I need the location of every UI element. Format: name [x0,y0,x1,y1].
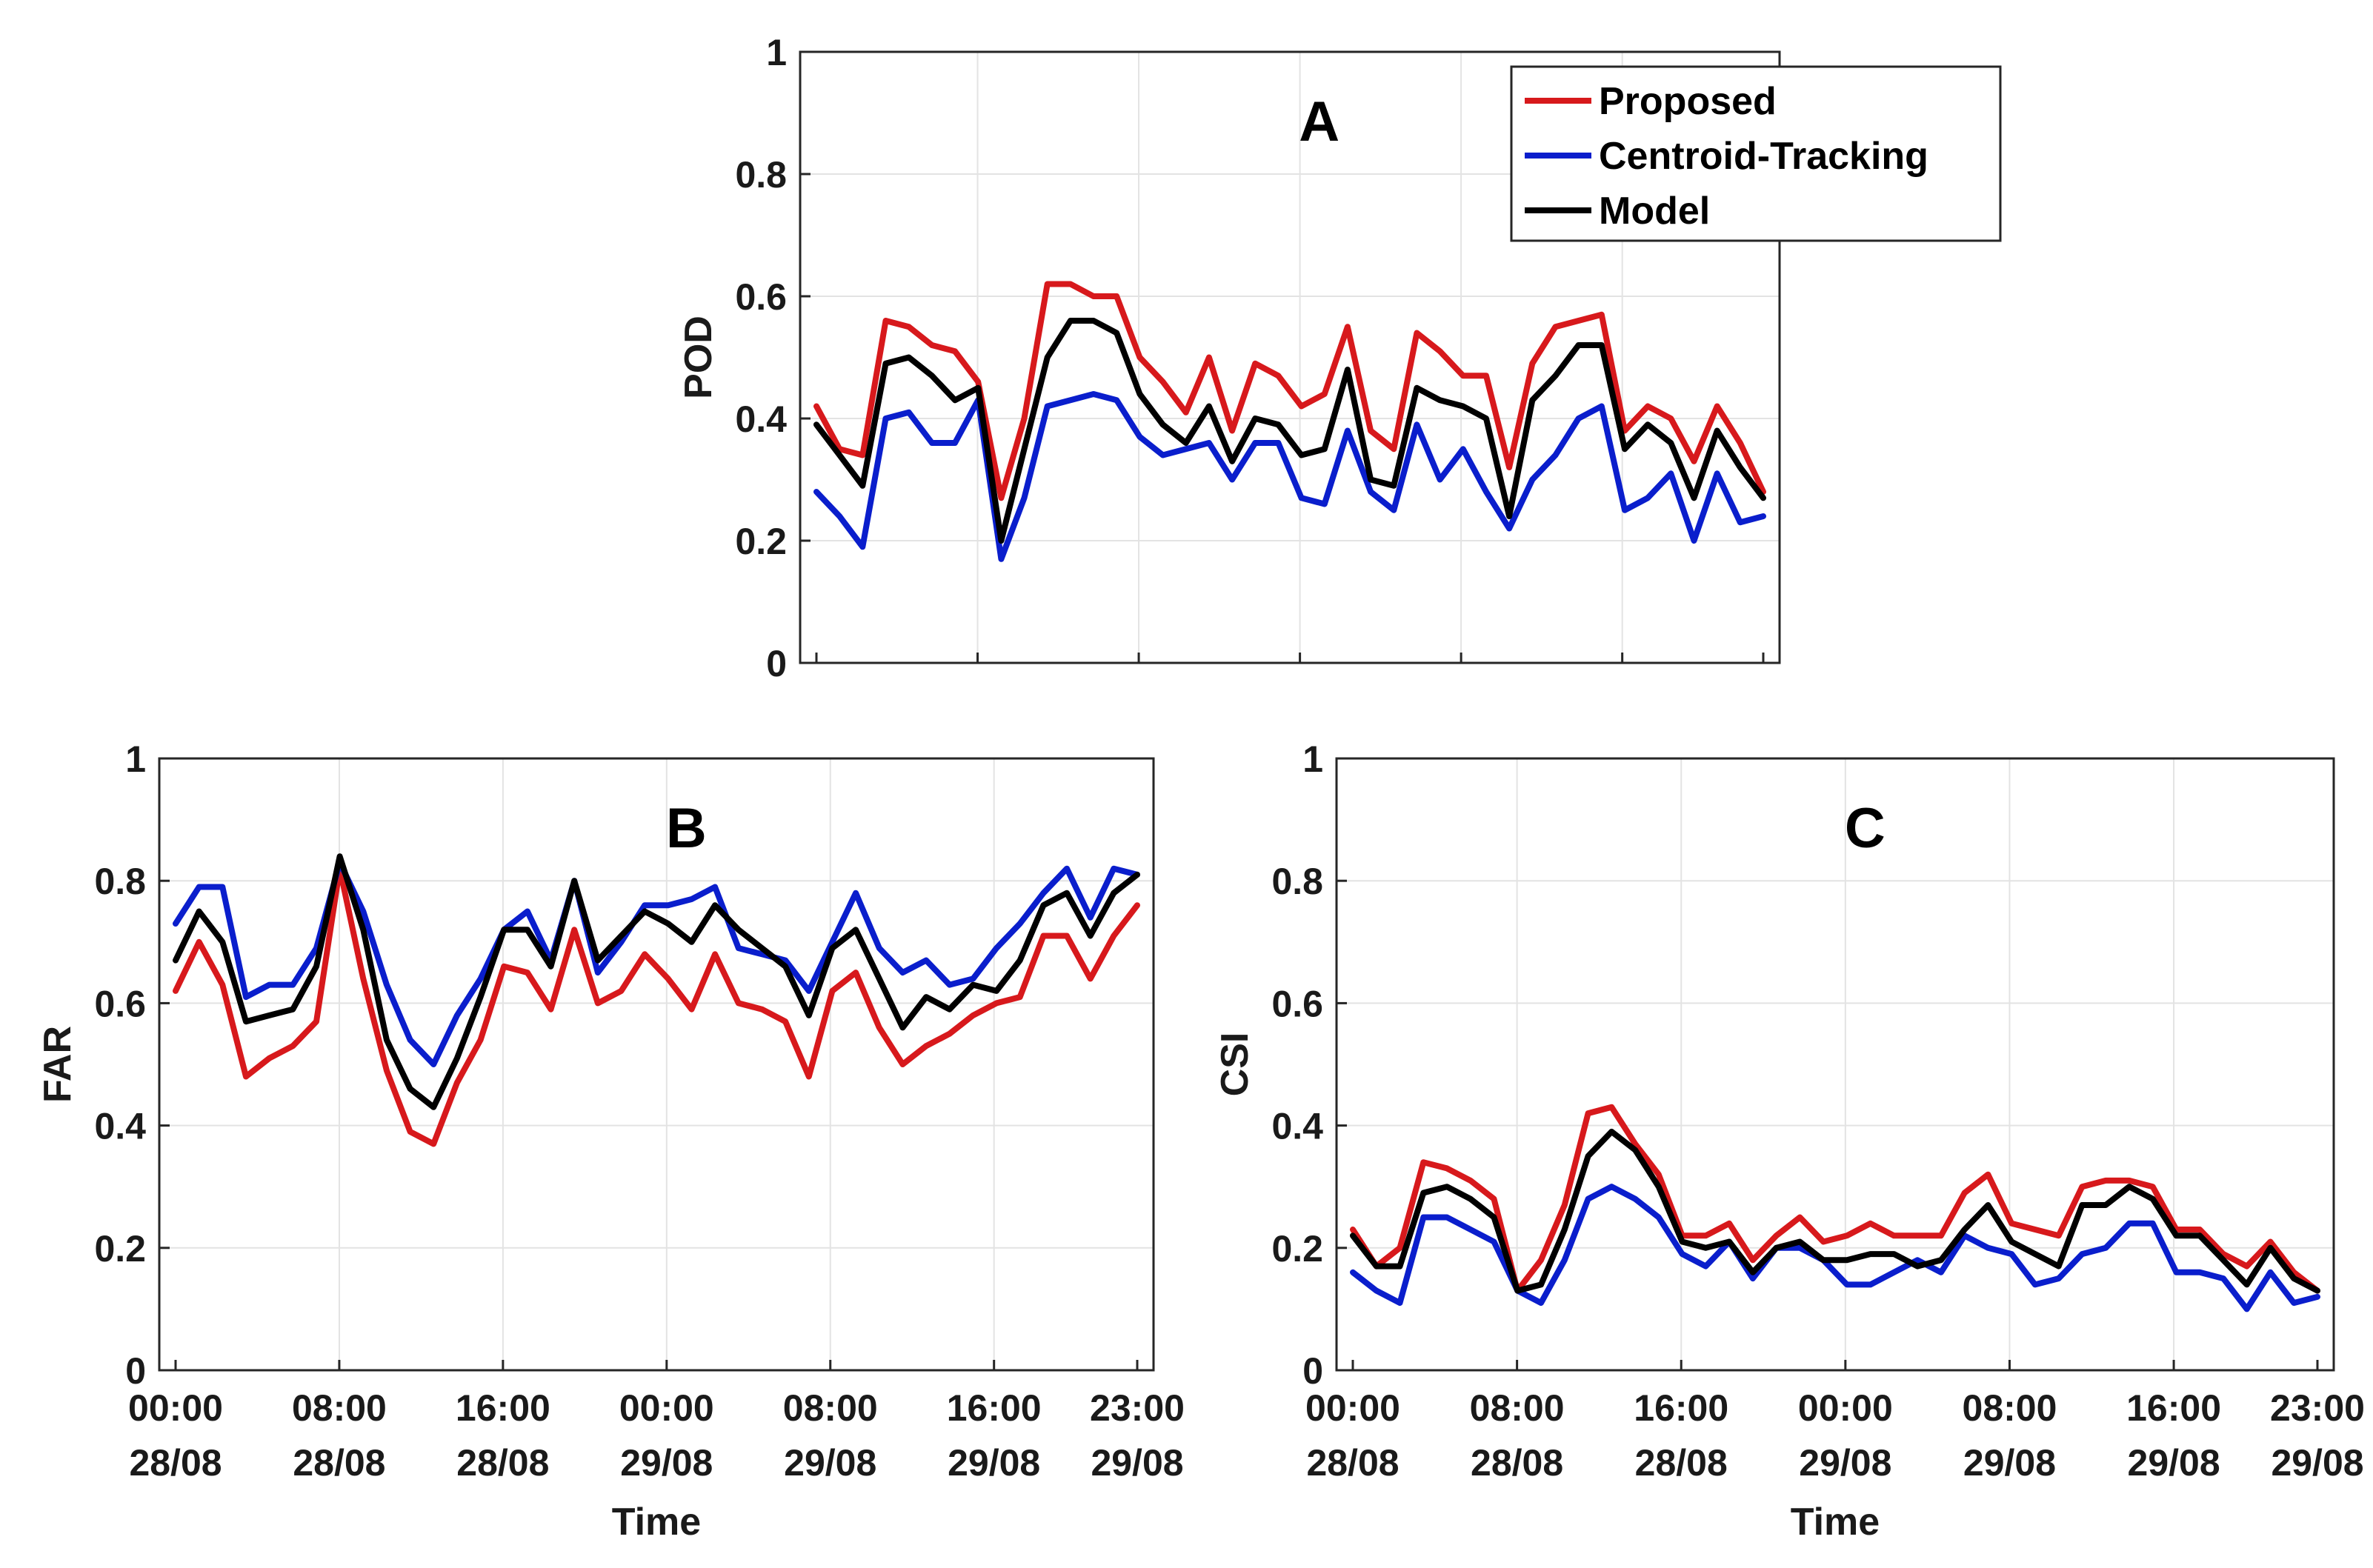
x-tick-label: 29/08 [1963,1442,2056,1484]
legend-label: Model [1599,190,1710,233]
x-tick-label: 28/08 [1306,1442,1399,1484]
plot-area-c [1337,758,2334,1370]
y-tick-label: 0.2 [735,521,787,562]
panel-title-a: A [1299,90,1339,153]
series-line-model [1350,1128,2320,1294]
x-tick-label: 00:00 [128,1387,223,1429]
y-tick-label: 1 [766,32,787,73]
y-axis-label: CSI [1214,1032,1257,1097]
x-axis-label: Time [1791,1501,1880,1544]
x-tick-label: 23:00 [2270,1387,2365,1429]
x-tick-label: 00:00 [1798,1387,1893,1429]
series-line-proposed [813,281,1766,501]
x-tick-label: 28/08 [1471,1442,1563,1484]
y-tick-label: 0.6 [94,983,146,1024]
y-tick-label: 0.8 [1271,861,1323,902]
y-tick-label: 0.6 [1271,983,1323,1024]
x-tick-label: 08:00 [1470,1387,1565,1429]
x-tick-label: 29/08 [2128,1442,2220,1484]
x-tick-label: 16:00 [2126,1387,2221,1429]
y-tick-label: 0.8 [94,861,146,902]
legend-box [1510,65,2002,242]
x-tick-label: 28/08 [129,1442,222,1484]
legend-label: Proposed [1599,80,1777,123]
axes-box-c [1335,757,2335,1372]
x-tick-label: 08:00 [292,1387,387,1429]
y-axis-label: POD [677,316,720,399]
y-tick-label: 0 [1302,1350,1323,1392]
plot-area-b [159,758,1154,1370]
x-tick-label: 00:00 [619,1387,714,1429]
y-tick-label: 0.4 [735,398,787,440]
y-tick-label: 0 [125,1350,146,1392]
x-tick-label: 00:00 [1305,1387,1400,1429]
series-line-model [173,853,1140,1110]
x-tick-label: 08:00 [783,1387,878,1429]
y-tick-label: 1 [1302,738,1323,780]
y-tick-label: 0.6 [735,276,787,318]
x-tick-label: 16:00 [1634,1387,1728,1429]
x-tick-label: 29/08 [2271,1442,2363,1484]
axes-box-a [799,50,1781,664]
series-line-model [813,318,1766,544]
y-tick-label: 0.4 [94,1106,146,1147]
x-tick-label: 16:00 [456,1387,550,1429]
axes-box-b [158,757,1155,1372]
x-tick-label: 28/08 [293,1442,385,1484]
x-tick-label: 29/08 [1091,1442,1183,1484]
y-tick-label: 0.8 [735,154,787,196]
panel-a: 0 0.2 0.4 0.6 0.8 1 A POD Proposed Centroid-Track… [677,32,2002,684]
x-tick-label: 08:00 [1963,1387,2057,1429]
legend-label: Centroid-Tracking [1599,135,1928,178]
legend: Proposed Centroid-Tracking Model [1510,65,2002,242]
x-tick-label: 16:00 [947,1387,1042,1429]
panel-b: 0 0.2 0.4 0.6 0.8 1 00:00 28/08 08:00 28/08 16:00 2… [36,738,1185,1544]
x-tick-label: 28/08 [1635,1442,1728,1484]
y-axis-label: FAR [36,1026,79,1103]
y-tick-label: 0.4 [1271,1106,1323,1147]
panel-title-c: C [1845,797,1886,860]
panel-c: 0 0.2 0.4 0.6 0.8 1 00:00 28/08 08:00 28/08 16:00 2… [1214,738,2365,1544]
x-tick-label: 23:00 [1090,1387,1185,1429]
series-line-proposed [173,865,1140,1147]
panel-title-b: B [666,797,707,860]
y-tick-label: 1 [125,738,146,780]
y-tick-label: 0.2 [94,1228,146,1270]
y-tick-label: 0 [766,643,787,684]
x-tick-label: 29/08 [1799,1442,1891,1484]
series-line-centroid-tracking [813,391,1766,562]
x-tick-label: 29/08 [784,1442,876,1484]
x-tick-label: 29/08 [948,1442,1040,1484]
x-tick-label: 28/08 [456,1442,549,1484]
y-tick-label: 0.2 [1271,1228,1323,1270]
x-tick-label: 29/08 [620,1442,713,1484]
x-axis-label: Time [612,1501,701,1544]
